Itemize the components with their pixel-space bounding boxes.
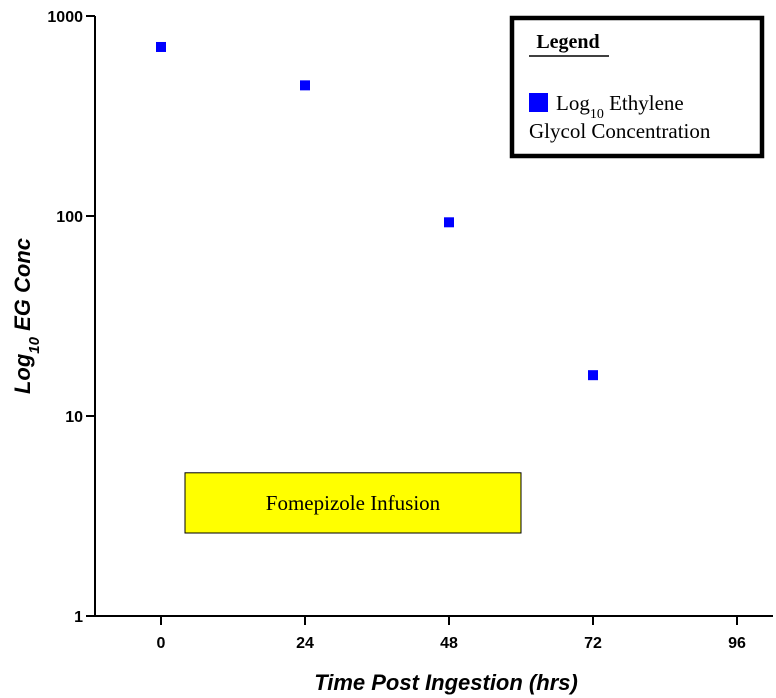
x-tick-label: 0 <box>157 635 166 652</box>
legend-entry-log: Log <box>556 91 590 115</box>
legend-entry-line2: Glycol Concentration <box>529 119 711 143</box>
legend-entry-sub: 10 <box>590 107 604 122</box>
x-tick-label: 48 <box>440 635 458 652</box>
x-tick-label: 96 <box>728 635 746 652</box>
y-tick-label: 1 <box>74 609 83 626</box>
axis-ticks: 0 24 48 72 96 1 10 100 1000 <box>47 9 746 652</box>
y-axis-title: Log10 EG Conc <box>10 238 43 394</box>
y-tick-label: 10 <box>65 409 83 426</box>
data-point <box>156 41 166 52</box>
legend-title: Legend <box>536 31 599 53</box>
data-point <box>300 80 310 91</box>
legend-swatch <box>529 93 548 112</box>
x-axis-title: Time Post Ingestion (hrs) <box>314 670 578 695</box>
y-axis-title-rest: EG Conc <box>10 238 35 337</box>
fomepizole-infusion-label: Fomepizole Infusion <box>266 491 441 515</box>
data-point <box>444 217 454 228</box>
fomepizole-infusion-box <box>184 472 522 534</box>
x-tick-label: 24 <box>296 635 314 652</box>
legend-entry-rest: Ethylene <box>604 91 684 115</box>
x-tick-label: 72 <box>584 635 602 652</box>
y-tick-label: 1000 <box>47 9 83 26</box>
legend-frame <box>509 15 765 159</box>
legend: Legend Log10 Ethylene Glycol Concentrati… <box>509 15 765 159</box>
y-axis-title-sub: 10 <box>26 336 43 353</box>
data-points <box>156 41 598 381</box>
y-tick-label: 100 <box>56 209 83 226</box>
y-axis-title-log: Log <box>10 353 35 394</box>
data-point <box>588 370 598 381</box>
legend-entry-line1: Log10 Ethylene <box>556 91 684 122</box>
